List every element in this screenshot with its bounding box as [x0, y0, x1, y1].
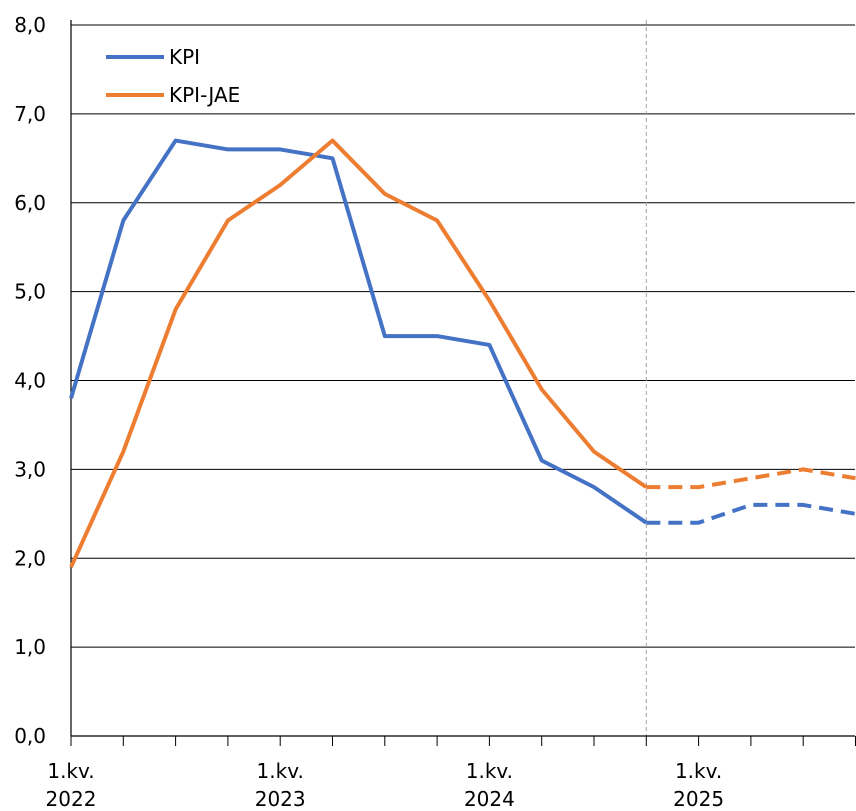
y-tick-label: 1,0 — [14, 635, 46, 659]
x-tick-label-quarter: 1.kv. — [675, 759, 722, 783]
x-tick-label: 1.kv. 2022 — [46, 759, 97, 811]
x-tick-label: 1.kv. 2025 — [673, 759, 724, 811]
x-axis-ticks: 1.kv. 2022 1.kv. 2023 1.kv. 2024 1.kv. 2025 — [46, 736, 856, 811]
x-tick-label-year: 2024 — [464, 787, 515, 811]
x-tick-label-year: 2025 — [673, 787, 724, 811]
series-lines — [69, 138, 856, 568]
y-tick-label: 0,0 — [14, 724, 46, 748]
axes — [70, 20, 855, 737]
legend: KPI KPI-JAE — [106, 45, 240, 107]
grid-lines — [71, 24, 855, 648]
y-axis-tick-labels: 0,0 1,0 2,0 3,0 4,0 5,0 6,0 7,0 8,0 — [14, 13, 46, 748]
x-tick-label-quarter: 1.kv. — [257, 759, 304, 783]
series-projection-kpi-jae — [646, 467, 856, 490]
y-tick-label: 8,0 — [14, 13, 46, 37]
y-tick-label: 7,0 — [14, 102, 46, 126]
x-tick-label-quarter: 1.kv. — [47, 759, 94, 783]
y-tick-label: 2,0 — [14, 546, 46, 570]
legend-label-kpi: KPI — [169, 45, 200, 69]
series-line-kpi-jae — [69, 138, 648, 568]
y-tick-label: 3,0 — [14, 457, 46, 481]
x-tick-label: 1.kv. 2024 — [464, 759, 515, 811]
legend-label-kpi-jae: KPI-JAE — [169, 83, 240, 107]
y-tick-label: 6,0 — [14, 191, 46, 215]
x-tick-label: 1.kv. 2023 — [255, 759, 306, 811]
x-tick-label-year: 2022 — [46, 787, 97, 811]
x-tick-label-year: 2023 — [255, 787, 306, 811]
series-projection-kpi — [646, 502, 856, 525]
y-tick-label: 4,0 — [14, 369, 46, 393]
series-line-kpi — [69, 138, 648, 525]
y-tick-label: 5,0 — [14, 280, 46, 304]
x-tick-label-quarter: 1.kv. — [466, 759, 513, 783]
